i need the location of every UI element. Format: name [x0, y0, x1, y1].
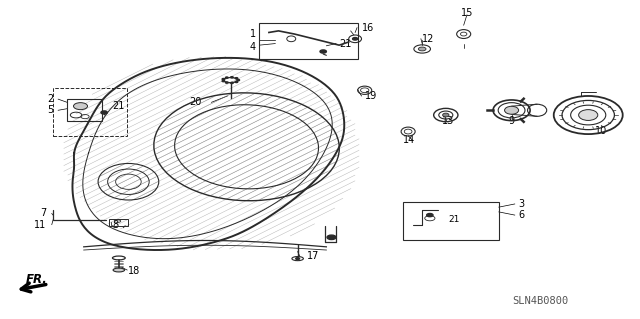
Circle shape	[225, 82, 228, 83]
Text: FR.: FR.	[26, 273, 48, 286]
Circle shape	[320, 50, 326, 53]
Bar	[109, 219, 129, 226]
Text: 20: 20	[189, 97, 202, 107]
Text: 15: 15	[461, 8, 473, 19]
Text: 14: 14	[403, 136, 415, 145]
Circle shape	[296, 258, 300, 260]
Text: 9: 9	[509, 116, 515, 126]
Circle shape	[235, 81, 237, 83]
Text: 19: 19	[365, 91, 377, 101]
Text: 5: 5	[47, 105, 54, 115]
Text: 16: 16	[362, 23, 374, 33]
Text: 17: 17	[307, 251, 320, 261]
Text: 21: 21	[339, 39, 351, 48]
Text: 21: 21	[113, 100, 125, 110]
Ellipse shape	[74, 103, 88, 110]
Bar	[403, 202, 499, 241]
Text: 13: 13	[442, 116, 454, 126]
Text: 12: 12	[422, 34, 435, 44]
Ellipse shape	[579, 110, 598, 121]
Ellipse shape	[504, 106, 518, 114]
Bar	[259, 23, 358, 59]
Ellipse shape	[443, 113, 449, 117]
Bar	[53, 88, 127, 136]
Text: 21: 21	[449, 215, 460, 224]
Text: 4: 4	[250, 42, 256, 52]
Text: 3: 3	[518, 199, 524, 209]
Circle shape	[327, 235, 336, 240]
Text: 18: 18	[129, 266, 141, 276]
Circle shape	[222, 78, 225, 80]
Text: 11: 11	[35, 219, 47, 230]
Bar	[67, 99, 102, 122]
Circle shape	[101, 111, 108, 114]
Circle shape	[353, 38, 358, 40]
Text: 2: 2	[47, 94, 54, 104]
Circle shape	[235, 78, 237, 79]
Circle shape	[230, 77, 233, 78]
Text: 8: 8	[113, 219, 118, 230]
Circle shape	[237, 79, 239, 81]
Text: SLN4B0800: SLN4B0800	[512, 296, 568, 306]
Circle shape	[427, 213, 433, 217]
Ellipse shape	[113, 268, 125, 272]
Text: 10: 10	[595, 126, 607, 136]
Text: 7: 7	[40, 209, 47, 219]
Text: 1: 1	[250, 29, 256, 39]
Text: 6: 6	[518, 210, 524, 220]
Ellipse shape	[419, 47, 426, 51]
Circle shape	[225, 77, 228, 78]
Circle shape	[230, 82, 233, 84]
Circle shape	[222, 80, 225, 82]
